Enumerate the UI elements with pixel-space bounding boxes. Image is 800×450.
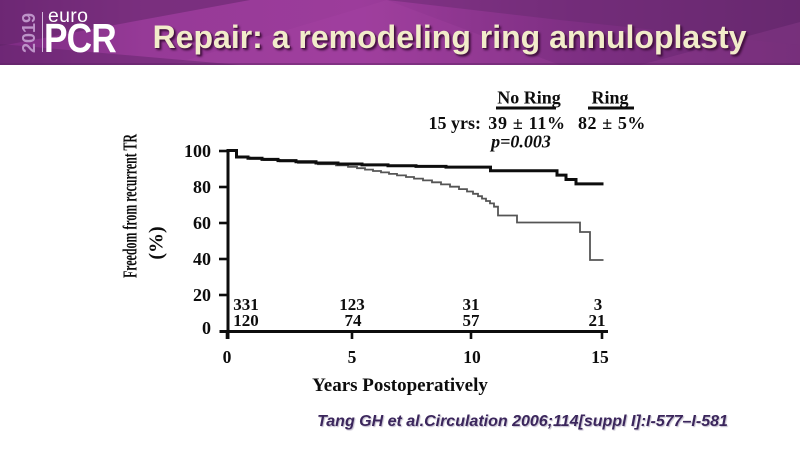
svg-text:60: 60 bbox=[193, 213, 211, 233]
svg-text:40: 40 bbox=[193, 249, 211, 269]
svg-text:p=0.003: p=0.003 bbox=[489, 132, 551, 152]
svg-text:Years Postoperatively: Years Postoperatively bbox=[312, 375, 488, 396]
svg-text:5: 5 bbox=[348, 347, 357, 367]
svg-text:(%): (%) bbox=[146, 226, 168, 259]
svg-text:10: 10 bbox=[463, 347, 481, 367]
svg-text:3: 3 bbox=[594, 295, 603, 314]
svg-text:57: 57 bbox=[463, 311, 481, 330]
svg-text:Freedom from recurrent TR: Freedom from recurrent TR bbox=[120, 134, 142, 278]
svg-text:15: 15 bbox=[591, 347, 609, 367]
svg-text:0: 0 bbox=[223, 347, 232, 367]
svg-text:31: 31 bbox=[463, 295, 480, 314]
svg-text:39 ± 11%: 39 ± 11% bbox=[488, 113, 566, 133]
svg-text:20: 20 bbox=[193, 285, 211, 305]
svg-text:21: 21 bbox=[589, 311, 606, 330]
svg-text:15 yrs:: 15 yrs: bbox=[429, 113, 482, 133]
svg-text:120: 120 bbox=[233, 311, 259, 330]
svg-text:331: 331 bbox=[233, 295, 259, 314]
svg-text:74: 74 bbox=[345, 311, 363, 330]
svg-text:82 ± 5%: 82 ± 5% bbox=[578, 113, 646, 133]
svg-text:0: 0 bbox=[202, 318, 211, 338]
svg-text:100: 100 bbox=[184, 141, 211, 161]
svg-text:123: 123 bbox=[339, 295, 365, 314]
svg-text:No Ring: No Ring bbox=[497, 88, 561, 108]
svg-text:80: 80 bbox=[193, 177, 211, 197]
svg-text:Ring: Ring bbox=[591, 88, 628, 108]
